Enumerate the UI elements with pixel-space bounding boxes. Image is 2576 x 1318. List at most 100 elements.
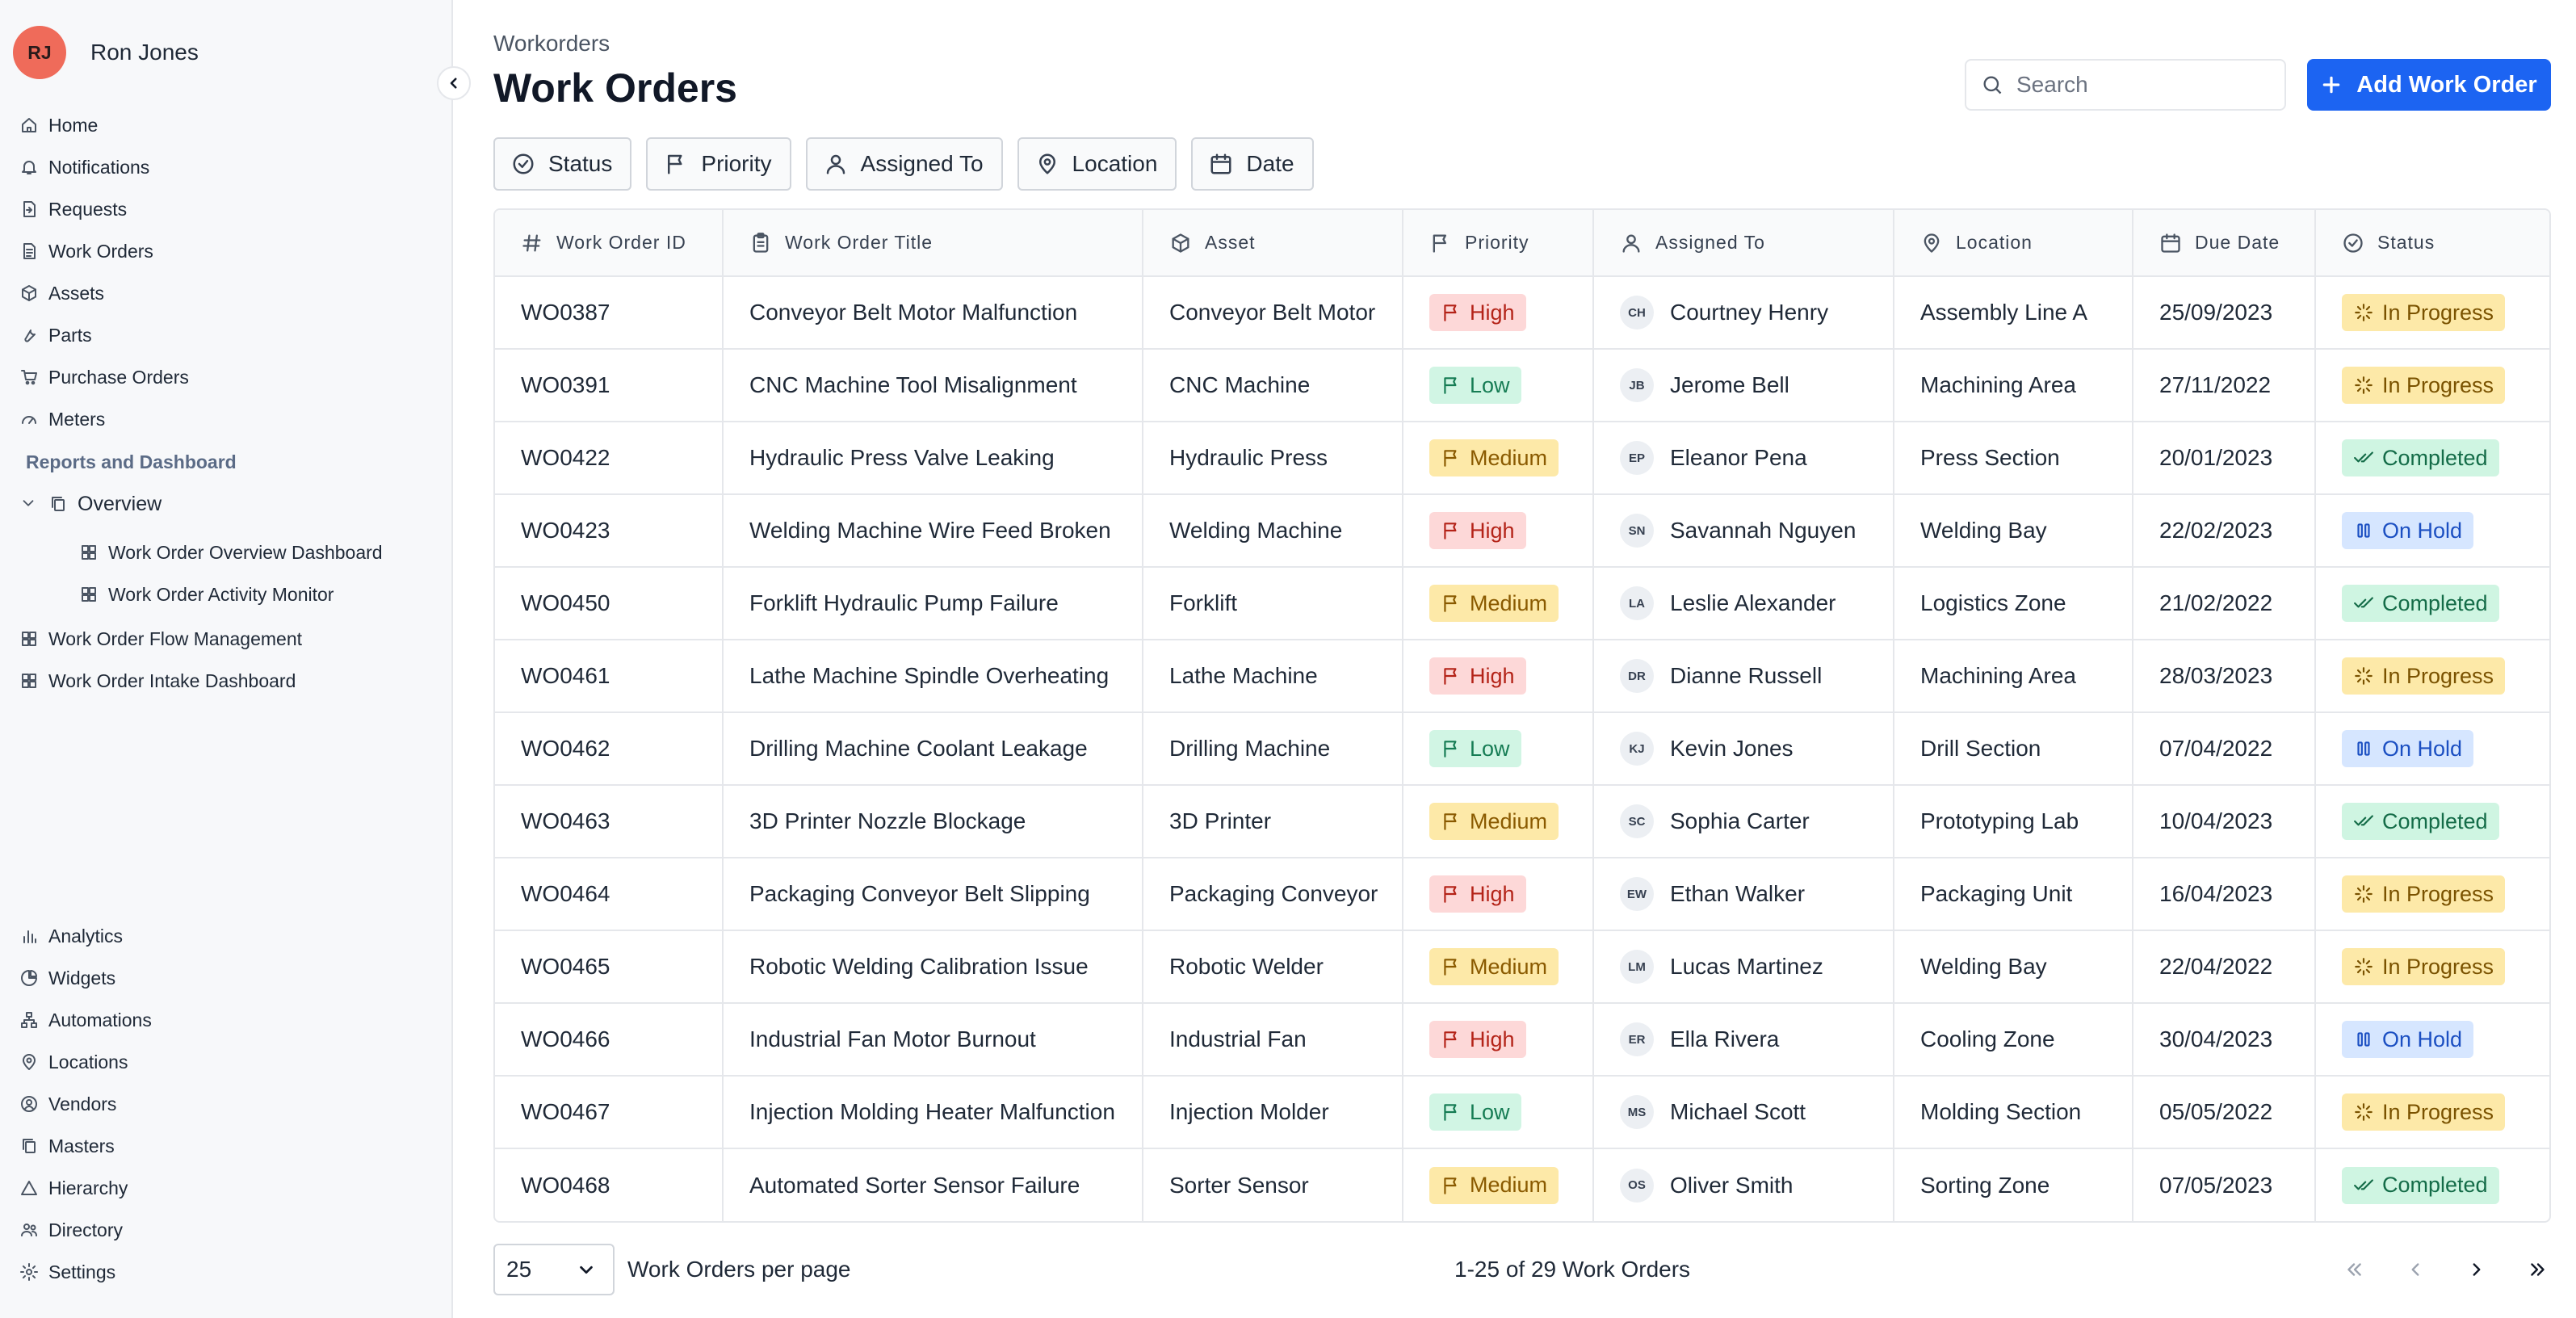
chevrons-right-icon xyxy=(2531,1263,2545,1276)
filter-priority[interactable]: Priority xyxy=(646,137,791,191)
pagination-controls xyxy=(2314,1249,2559,1291)
search-box[interactable] xyxy=(1965,59,2286,111)
sidebar-item-requests[interactable]: Requests xyxy=(19,199,127,220)
column-label: Due Date xyxy=(2195,232,2280,253)
sidebar-item-work-order-intake-dashboard[interactable]: Work Order Intake Dashboard xyxy=(19,670,296,692)
column-header-work-order-title[interactable]: Work Order Title xyxy=(723,210,1143,277)
first-page-button[interactable] xyxy=(2333,1249,2375,1291)
status-badge: In Progress xyxy=(2342,294,2506,331)
table-row[interactable]: WO0463 3D Printer Nozzle Blockage 3D Print… xyxy=(495,785,2549,858)
table-row[interactable]: WO0423 Welding Machine Wire Feed Broken We… xyxy=(495,494,2549,568)
column-header-asset[interactable]: Asset xyxy=(1143,210,1403,277)
status-badge: On Hold xyxy=(2342,1021,2474,1058)
bar-chart-icon xyxy=(23,930,36,943)
sidebar-item-work-order-activity-monitor[interactable]: Work Order Activity Monitor xyxy=(79,584,334,606)
pause-icon xyxy=(2357,523,2370,538)
sidebar-item-label: Settings xyxy=(48,1261,116,1282)
filter-date[interactable]: Date xyxy=(1191,137,1314,191)
priority-label: Medium xyxy=(1470,1173,1548,1197)
status-label: Completed xyxy=(2382,1173,2488,1197)
table-footer: 25 Work Orders per page 1-25 of 29 Work … xyxy=(493,1244,2551,1297)
table-row[interactable]: WO0462 Drilling Machine Coolant Leakage Dr… xyxy=(495,712,2549,786)
priority-label: High xyxy=(1470,881,1515,906)
table-row[interactable]: WO0461 Lathe Machine Spindle Overheating L… xyxy=(495,640,2549,713)
next-page-button[interactable] xyxy=(2456,1249,2498,1291)
collapse-sidebar-button[interactable] xyxy=(437,66,471,100)
filter-assigned-to[interactable]: Assigned To xyxy=(805,137,1003,191)
sidebar-item-vendors[interactable]: Vendors xyxy=(19,1093,116,1115)
sidebar-item-directory[interactable]: Directory xyxy=(19,1219,123,1241)
last-page-button[interactable] xyxy=(2517,1249,2559,1291)
user-profile[interactable]: RJ Ron Jones xyxy=(13,26,199,79)
status-badge: In Progress xyxy=(2342,367,2506,404)
table-row[interactable]: WO0466 Industrial Fan Motor Burnout Indust… xyxy=(495,1003,2549,1077)
cell-due-date: 10/04/2023 xyxy=(2133,785,2316,858)
table-row[interactable]: WO0450 Forklift Hydraulic Pump Failure For… xyxy=(495,567,2549,640)
cell-work-order-title: Industrial Fan Motor Burnout xyxy=(723,1003,1143,1077)
cell-location: Machining Area xyxy=(1894,640,2133,713)
map-pin-icon xyxy=(1924,233,1940,253)
column-header-work-order-id[interactable]: Work Order ID xyxy=(495,210,724,277)
previous-page-button[interactable] xyxy=(2394,1249,2436,1291)
cell-asset: Robotic Welder xyxy=(1143,930,1403,1004)
sidebar-item-notifications[interactable]: Notifications xyxy=(19,157,149,178)
cell-priority: High xyxy=(1403,858,1594,931)
grid-icon xyxy=(22,631,36,646)
priority-badge: High xyxy=(1429,657,1526,695)
home-icon xyxy=(22,117,36,132)
assignee-name: Eleanor Pena xyxy=(1670,445,1807,470)
sidebar-item-automations[interactable]: Automations xyxy=(19,1009,152,1031)
sidebar-item-assets[interactable]: Assets xyxy=(19,283,104,304)
priority-badge: Medium xyxy=(1429,439,1559,476)
sidebar-item-locations[interactable]: Locations xyxy=(19,1051,128,1073)
table-row[interactable]: WO0468 Automated Sorter Sensor Failure Sor… xyxy=(495,1148,2549,1221)
cell-due-date: 22/02/2023 xyxy=(2133,494,2316,568)
sidebar-item-work-order-overview-dashboard[interactable]: Work Order Overview Dashboard xyxy=(79,542,383,564)
cell-work-order-title: CNC Machine Tool Misalignment xyxy=(723,349,1143,422)
sidebar-item-widgets[interactable]: Widgets xyxy=(19,968,115,989)
cell-location: Cooling Zone xyxy=(1894,1003,2133,1077)
table-row[interactable]: WO0422 Hydraulic Press Valve Leaking Hydra… xyxy=(495,422,2549,495)
sidebar-item-work-order-flow-management[interactable]: Work Order Flow Management xyxy=(19,628,302,650)
sidebar-item-masters[interactable]: Masters xyxy=(19,1135,115,1157)
per-page-label: Work Orders per page xyxy=(627,1257,851,1282)
cell-status: In Progress xyxy=(2315,858,2549,931)
column-header-due-date[interactable]: Due Date xyxy=(2133,210,2316,277)
sidebar-item-work-orders[interactable]: Work Orders xyxy=(19,241,153,262)
sidebar-item-purchase-orders[interactable]: Purchase Orders xyxy=(19,367,189,388)
add-work-order-button[interactable]: Add Work Order xyxy=(2307,59,2551,111)
table-row[interactable]: WO0387 Conveyor Belt Motor Malfunction Con… xyxy=(495,276,2549,350)
sidebar-item-hierarchy[interactable]: Hierarchy xyxy=(19,1177,128,1199)
wrench-icon xyxy=(24,329,36,342)
sidebar-item-settings[interactable]: Settings xyxy=(19,1261,115,1283)
sidebar-item-analytics[interactable]: Analytics xyxy=(19,926,123,947)
per-page-select[interactable]: 25 xyxy=(493,1244,615,1295)
column-header-priority[interactable]: Priority xyxy=(1403,210,1594,277)
priority-badge: Low xyxy=(1429,730,1521,767)
sidebar-item-home[interactable]: Home xyxy=(19,115,98,136)
sidebar-item-label: Hierarchy xyxy=(48,1177,128,1198)
table-row[interactable]: WO0391 CNC Machine Tool Misalignment CNC M… xyxy=(495,349,2549,422)
sidebar-item-label: Work Order Flow Management xyxy=(48,628,303,649)
priority-label: Medium xyxy=(1470,808,1548,833)
priority-badge: High xyxy=(1429,294,1526,331)
priority-badge: High xyxy=(1429,1021,1526,1058)
filter-location[interactable]: Location xyxy=(1017,137,1177,191)
sidebar-item-overview[interactable]: Overview xyxy=(19,493,162,516)
search-input[interactable] xyxy=(2016,72,2259,98)
table-row[interactable]: WO0465 Robotic Welding Calibration Issue R… xyxy=(495,930,2549,1004)
column-header-status[interactable]: Status xyxy=(2315,210,2549,277)
column-header-assigned-to[interactable]: Assigned To xyxy=(1593,210,1894,277)
column-header-location[interactable]: Location xyxy=(1894,210,2133,277)
cell-work-order-id: WO0463 xyxy=(495,785,724,858)
cell-assigned-to: DR Dianne Russell xyxy=(1593,640,1894,713)
table-row[interactable]: WO0467 Injection Molding Heater Malfuncti… xyxy=(495,1076,2549,1149)
sidebar-item-parts[interactable]: Parts xyxy=(19,325,92,346)
cell-status: On Hold xyxy=(2315,712,2549,786)
breadcrumb[interactable]: Workorders xyxy=(493,31,610,56)
table-row[interactable]: WO0464 Packaging Conveyor Belt Slipping Pa… xyxy=(495,858,2549,931)
sidebar-item-meters[interactable]: Meters xyxy=(19,409,105,430)
cell-due-date: 30/04/2023 xyxy=(2133,1003,2316,1077)
filter-status[interactable]: Status xyxy=(493,137,632,191)
assignee-name: Kevin Jones xyxy=(1670,736,1794,761)
